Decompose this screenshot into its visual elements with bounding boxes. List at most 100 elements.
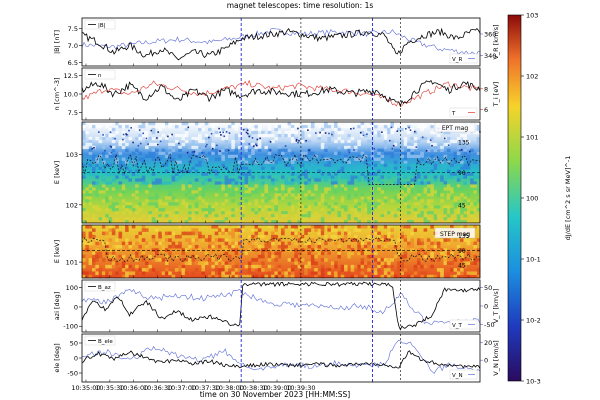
heatmap-cell — [234, 154, 239, 158]
heatmap-dot — [348, 151, 351, 154]
heatmap-cell — [251, 142, 255, 147]
heatmap-cell — [284, 225, 288, 229]
heatmap-cell — [370, 231, 375, 236]
heatmap-cell — [204, 122, 209, 126]
heatmap-cell — [446, 148, 451, 152]
heatmap-cell — [251, 225, 255, 229]
heatmap-cell — [128, 244, 132, 249]
heatmap-cell — [317, 214, 322, 218]
heatmap-cell — [208, 208, 212, 212]
heatmap-cell — [450, 190, 454, 194]
x-tick-label: 10:39:30 — [286, 384, 315, 392]
heatmap-cell — [463, 214, 467, 218]
heatmap-cell — [168, 193, 172, 197]
heatmap-cell — [320, 193, 325, 197]
heatmap-cell — [407, 205, 411, 209]
heatmap-cell — [244, 142, 249, 147]
heatmap-cell — [184, 193, 189, 197]
heatmap-cell — [201, 181, 205, 185]
heatmap-cell — [155, 251, 159, 256]
heatmap-cell — [450, 163, 454, 167]
heatmap-cell — [95, 238, 99, 242]
heatmap-cell — [300, 234, 305, 239]
heatmap-cell — [347, 145, 351, 150]
heatmap-cell — [95, 193, 99, 197]
heatmap-cell — [174, 178, 179, 182]
heatmap-cell — [108, 238, 113, 242]
heatmap-cell — [121, 184, 126, 188]
heatmap-cell — [208, 241, 212, 246]
heatmap-cell — [423, 220, 428, 224]
heatmap-cell — [300, 248, 305, 252]
heatmap-cell — [317, 225, 322, 229]
heatmap-cell — [310, 248, 315, 252]
heatmap-cell — [221, 136, 225, 141]
heatmap-cell — [181, 122, 186, 126]
heatmap-cell — [108, 258, 113, 262]
heatmap-cell — [460, 271, 464, 275]
heatmap-cell — [327, 211, 331, 215]
heatmap-cell — [367, 205, 371, 209]
heatmap-cell — [155, 142, 159, 147]
heatmap-cell — [267, 133, 272, 138]
heatmap-cell — [300, 217, 305, 221]
heatmap-dot — [297, 127, 299, 130]
heatmap-cell — [168, 271, 172, 275]
heatmap-cell — [231, 261, 235, 265]
heatmap-cell — [314, 214, 318, 218]
heatmap-cell — [277, 271, 282, 275]
heatmap-cell — [151, 268, 156, 272]
heatmap-cell — [284, 178, 288, 182]
heatmap-dot — [298, 139, 300, 142]
heatmap-cell — [224, 214, 229, 218]
heatmap-cell — [221, 228, 225, 232]
heatmap-cell — [261, 261, 265, 265]
heatmap-cell — [400, 271, 404, 275]
heatmap-cell — [340, 139, 345, 144]
heatmap-cell — [350, 238, 355, 242]
heatmap-cell — [363, 244, 368, 249]
heatmap-cell — [105, 187, 109, 191]
heatmap-cell — [121, 157, 126, 161]
heatmap-cell — [460, 133, 464, 138]
heatmap-cell — [287, 241, 292, 246]
heatmap-cell — [420, 211, 424, 215]
heatmap-cell — [423, 181, 428, 185]
heatmap-dot — [392, 144, 395, 147]
heatmap-cell — [407, 148, 411, 152]
heatmap-cell — [357, 214, 361, 218]
heatmap-cell — [377, 133, 381, 138]
y-tick-label: 12.5 — [64, 72, 78, 80]
heatmap-cell — [168, 211, 172, 215]
heatmap-cell — [101, 160, 106, 164]
heatmap-cell — [251, 234, 255, 239]
heatmap-cell — [105, 208, 109, 212]
heatmap-cell — [367, 234, 371, 239]
heatmap-cell — [231, 181, 235, 185]
heatmap-cell — [327, 251, 331, 256]
heatmap-cell — [174, 268, 179, 272]
heatmap-cell — [360, 133, 365, 138]
heatmap-cell — [420, 157, 424, 161]
heatmap-cell — [307, 127, 312, 132]
heatmap-cell — [277, 274, 282, 279]
heatmap-cell — [118, 184, 123, 188]
heatmap-cell — [125, 125, 129, 129]
heatmap-cell — [310, 125, 315, 129]
colorbar-gradient — [507, 14, 522, 382]
heatmap-cell — [297, 193, 302, 197]
heatmap-cell — [363, 178, 368, 182]
heatmap-cell — [470, 172, 474, 176]
heatmap-cell — [453, 196, 458, 200]
heatmap-cell — [88, 190, 93, 194]
heatmap-cell — [118, 122, 123, 126]
heatmap-cell — [430, 258, 434, 262]
heatmap-cell — [141, 268, 146, 272]
heatmap-cell — [82, 130, 86, 135]
heatmap-cell — [443, 261, 448, 265]
x-tick-label: 10:38:30 — [239, 384, 268, 392]
heatmap-cell — [324, 175, 328, 179]
heatmap-cell — [450, 251, 454, 256]
heatmap-cell — [141, 258, 146, 262]
